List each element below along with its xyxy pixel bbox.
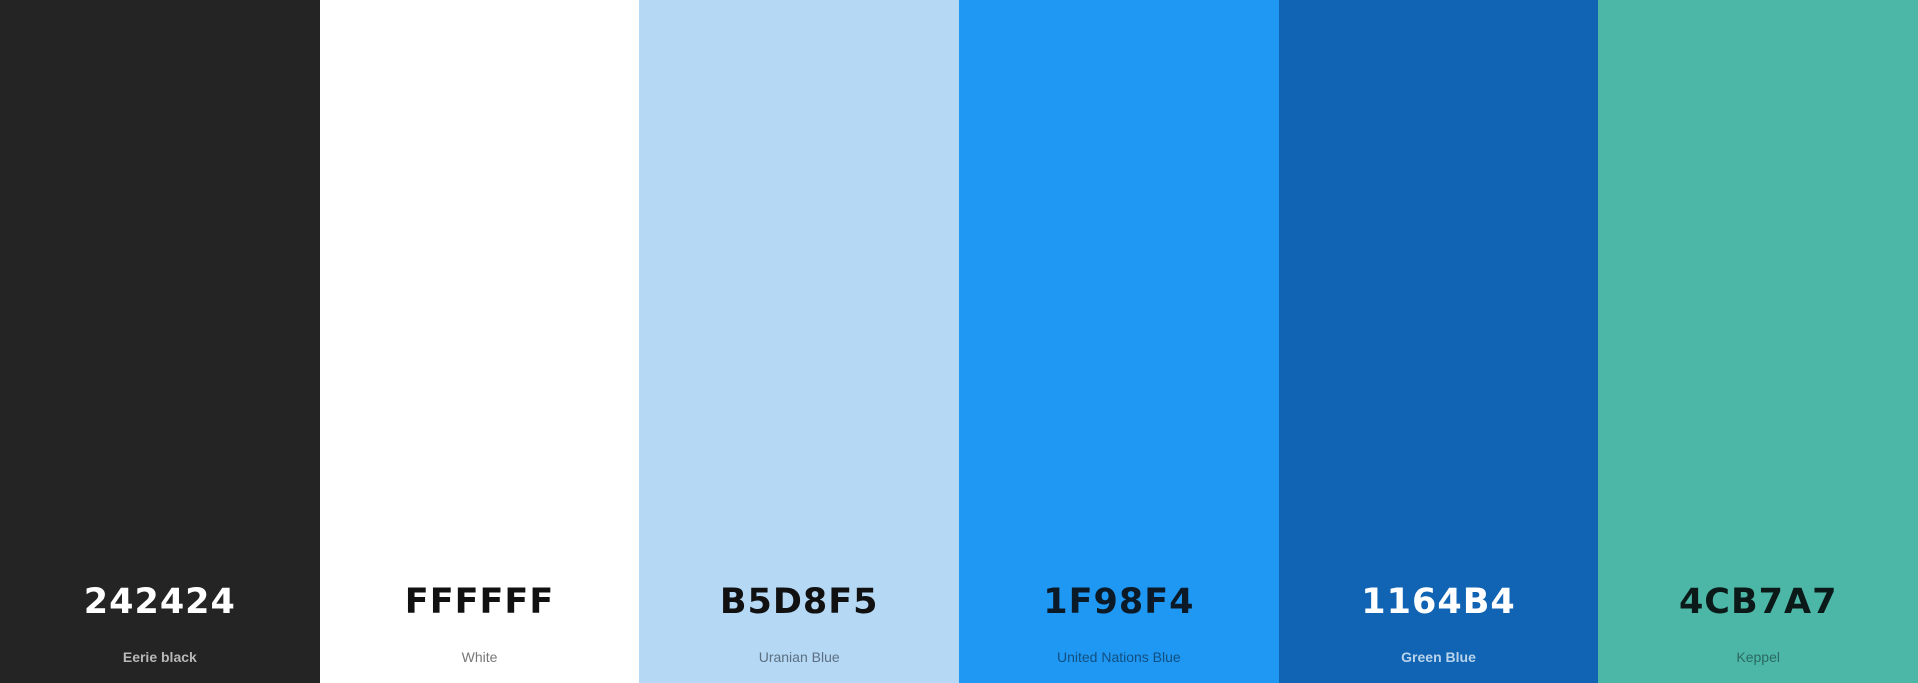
swatch-eerie-black[interactable]: 242424 Eerie black: [0, 0, 320, 683]
swatch-hex-code: 1F98F4: [1043, 582, 1195, 622]
swatch-color-name: Eerie black: [122, 649, 197, 665]
swatch-hex-code: 4CB7A7: [1678, 582, 1838, 622]
swatch-green-blue[interactable]: 1164B4 Green Blue: [1278, 0, 1599, 683]
swatch-color-name: United Nations Blue: [1056, 649, 1181, 665]
swatch-hex-code: B5D8F5: [719, 582, 879, 622]
swatch-hex-code: 242424: [83, 582, 236, 622]
swatch-color-name: Keppel: [1736, 649, 1780, 665]
swatch-united-nations-blue[interactable]: 1F98F4 United Nations Blue: [959, 0, 1279, 683]
swatch-color-name: White: [461, 649, 498, 665]
swatch-color-name: Uranian Blue: [758, 649, 840, 665]
swatch-white[interactable]: FFFFFF White: [319, 0, 640, 683]
swatch-color-name: Green Blue: [1401, 649, 1476, 665]
swatch-hex-code: 1164B4: [1361, 582, 1516, 622]
swatch-keppel[interactable]: 4CB7A7 Keppel: [1598, 0, 1918, 683]
swatch-uranian-blue[interactable]: B5D8F5 Uranian Blue: [639, 0, 960, 683]
swatch-hex-code: FFFFFF: [404, 582, 555, 622]
